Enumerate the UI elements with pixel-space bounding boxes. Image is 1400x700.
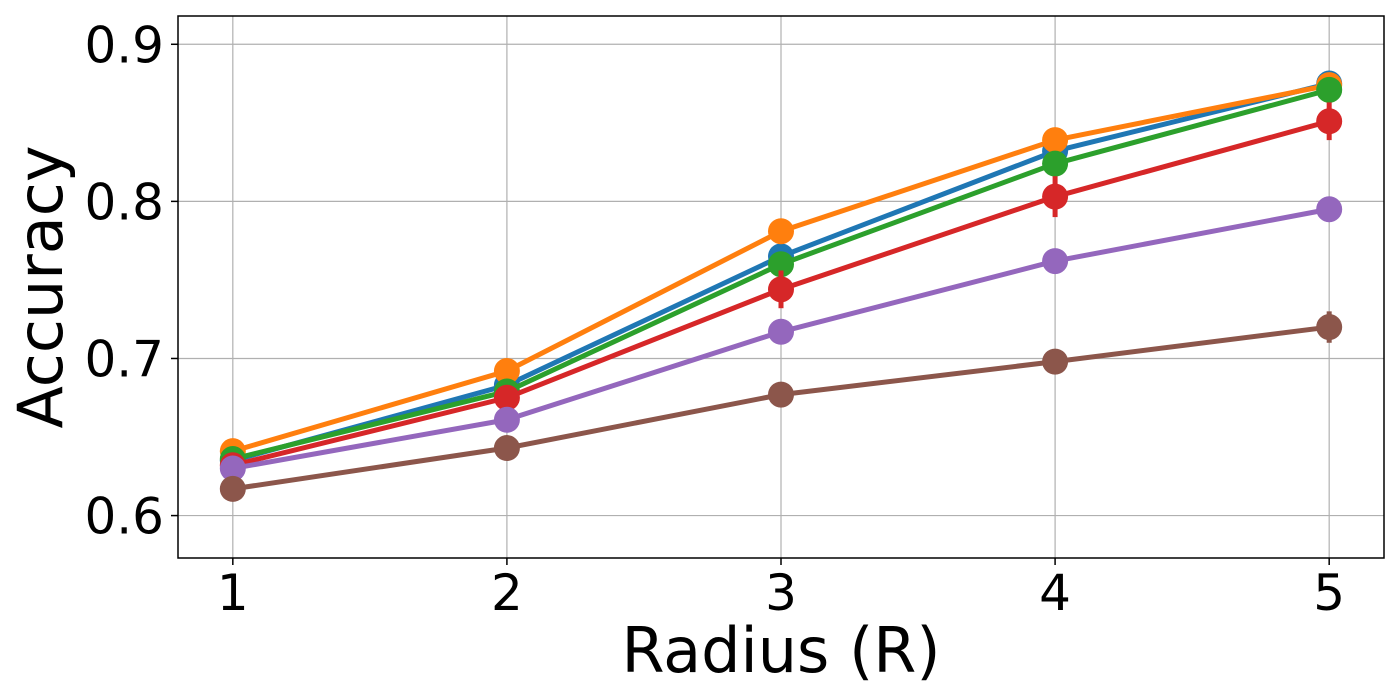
data-point [1042,248,1069,275]
x-tick-label: 5 [1313,564,1345,622]
data-point [493,384,520,411]
data-point [219,475,246,502]
data-point [1316,76,1343,103]
x-tick-label: 1 [217,564,249,622]
data-point [1042,348,1069,375]
x-tick-label: 2 [491,564,523,622]
x-tick-label: 4 [1039,564,1071,622]
data-point [768,251,794,278]
data-point [493,358,520,385]
data-point [1042,150,1069,177]
y-axis-label: Accuracy [4,145,77,428]
series-layer [219,70,1343,502]
x-tick-label: 3 [765,564,797,622]
data-point [1042,183,1069,210]
data-point [1316,314,1343,341]
x-axis-label: Radius (R) [621,614,940,687]
data-point [493,406,520,433]
data-point [493,435,520,462]
data-point [768,381,794,408]
series-6 [219,311,1343,502]
data-point [768,276,794,303]
series-4 [219,102,1343,479]
grid [178,16,1384,558]
y-tick-label: 0.6 [84,488,164,546]
data-point [768,218,794,245]
data-point [768,318,794,345]
series-5 [219,196,1343,482]
data-point [1042,127,1069,154]
data-point [219,455,246,482]
data-point [1316,108,1343,135]
y-tick-label: 0.8 [84,173,164,231]
data-point [1316,196,1343,223]
ticks: 1 2 3 4 5 0.6 0.7 0.8 0.9 [84,16,1345,622]
y-tick-label: 0.9 [84,16,164,74]
y-tick-label: 0.7 [84,330,164,388]
